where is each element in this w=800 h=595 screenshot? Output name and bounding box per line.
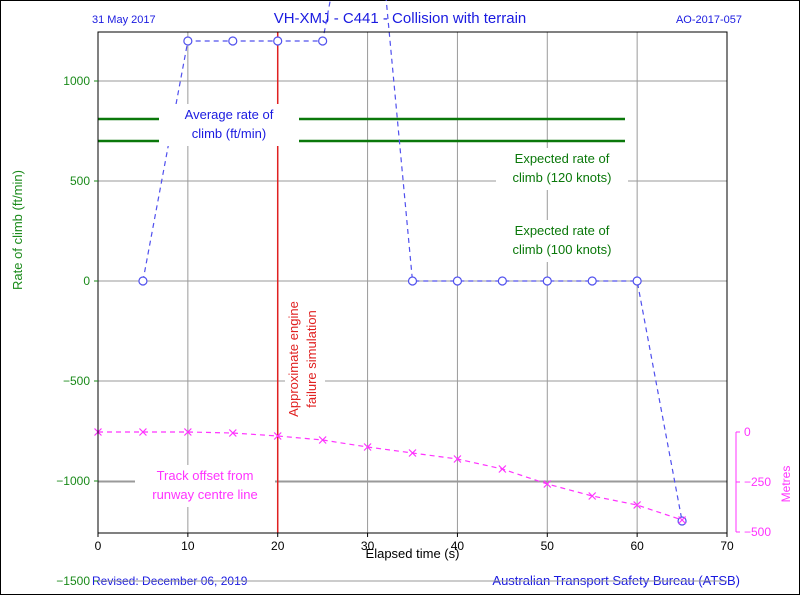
expected-120-annotation: Expected rate of climb (120 knots)	[496, 148, 628, 190]
annotation-line: Average rate of	[185, 107, 274, 122]
annotation-bg	[496, 220, 628, 262]
data-point	[183, 36, 193, 46]
right-tick-label: −500	[744, 525, 771, 539]
plot-border	[97, 31, 728, 534]
y-tick-label: 0	[83, 274, 90, 288]
data-point-stroke	[633, 501, 642, 509]
data-point	[633, 501, 642, 509]
data-point	[452, 276, 463, 286]
expected-100-annotation: Expected rate of climb (100 knots)	[496, 220, 628, 262]
x-tick-label: 10	[181, 539, 195, 553]
data-point-stroke	[543, 480, 552, 488]
y-tick-label: −500	[63, 374, 90, 388]
data-point	[318, 36, 328, 46]
data-point-stroke	[273, 432, 282, 440]
y-tick-label: 1000	[63, 74, 90, 88]
data-point	[587, 276, 597, 286]
data-point-stroke	[588, 492, 597, 500]
x-tick-label: 60	[630, 539, 644, 553]
series-layer	[94, 0, 687, 526]
annotation-line: Track offset from	[157, 468, 254, 483]
data-point	[677, 516, 687, 526]
engine-failure-annotation: Approximate engine failure simulation	[285, 300, 325, 418]
x-tick-label: 70	[720, 539, 734, 553]
annotation-bg	[285, 300, 325, 418]
report-reference: AO-2017-057	[675, 14, 742, 26]
annotation-line: Approximate engine	[286, 301, 301, 417]
annotation-layer: Average rate of climb (ft/min) Expected ra…	[135, 104, 628, 507]
annotation-bg	[159, 104, 299, 146]
data-point	[542, 276, 552, 286]
data-point	[273, 432, 282, 440]
y-axis-title: Rate of climb (ft/min)	[10, 170, 25, 290]
y-tick-label: −1000	[56, 474, 90, 488]
annotation-bg	[135, 465, 275, 507]
data-point	[228, 36, 238, 46]
annotation-line: Expected rate of	[515, 151, 610, 166]
data-point	[453, 455, 462, 463]
data-point	[498, 465, 507, 473]
data-point-stroke	[318, 436, 327, 444]
data-point	[588, 492, 597, 500]
x-tick-label: 0	[95, 539, 102, 553]
avg-climb-annotation: Average rate of climb (ft/min)	[159, 104, 299, 146]
data-point	[407, 276, 418, 286]
data-point-stroke	[408, 449, 417, 457]
chart-title: VH-XMJ - C441 - Collision with terrain	[273, 10, 527, 27]
annotation-bg	[496, 148, 628, 190]
annotation-line: runway centre line	[152, 487, 258, 502]
data-point	[183, 428, 192, 436]
data-point-stroke	[363, 443, 372, 451]
annotation-line: climb (120 knots)	[513, 170, 612, 185]
y-tick-label: −1500	[56, 574, 90, 588]
right-tick-label: 0	[744, 425, 751, 439]
data-point	[139, 428, 147, 436]
data-point	[138, 276, 148, 286]
x-axis-title: Elapsed time (s)	[366, 546, 460, 561]
data-point	[228, 429, 237, 437]
data-point	[678, 516, 686, 524]
annotation-line: Expected rate of	[515, 223, 610, 238]
data-point	[273, 36, 283, 46]
data-point-stroke	[139, 428, 147, 436]
right-tick-label: −250	[744, 475, 771, 489]
data-point	[318, 436, 327, 444]
data-point	[363, 443, 372, 451]
right-axis-title: Metres	[779, 466, 793, 503]
annotation-line: climb (ft/min)	[192, 126, 266, 141]
data-point-stroke	[183, 428, 192, 436]
data-point	[632, 276, 642, 286]
report-date: 31 May 2017	[92, 14, 156, 26]
annotation-line: climb (100 knots)	[513, 242, 612, 257]
data-point	[497, 276, 507, 286]
y-tick-label: 500	[70, 174, 90, 188]
data-point-stroke	[453, 455, 462, 463]
x-tick-label: 40	[451, 539, 465, 553]
x-tick-label: 30	[361, 539, 375, 553]
x-tick-label: 50	[541, 539, 555, 553]
data-point-stroke	[228, 429, 237, 437]
data-point-stroke	[678, 516, 686, 524]
data-point	[408, 449, 417, 457]
x-tick-label: 20	[271, 539, 285, 553]
data-point-stroke	[498, 465, 507, 473]
track-offset-annotation: Track offset from runway centre line	[135, 465, 275, 507]
data-point	[543, 480, 552, 488]
annotation-line: failure simulation	[304, 310, 319, 408]
